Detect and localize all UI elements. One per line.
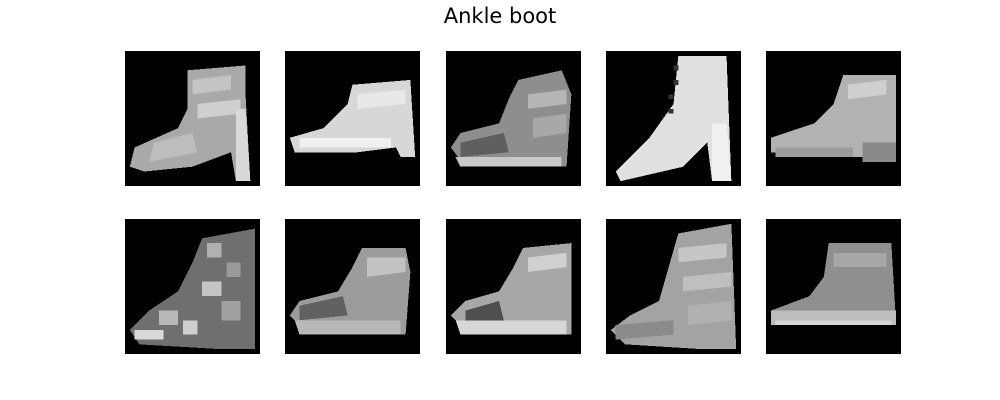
ankle-boot-image-4 <box>606 51 741 186</box>
ankle-boot-image-2 <box>285 51 420 186</box>
ankle-boot-image-9 <box>606 219 741 354</box>
figure-title: Ankle boot <box>443 4 557 28</box>
ankle-boot-image-6 <box>125 219 260 354</box>
ankle-boot-image-8 <box>446 219 581 354</box>
sample-image <box>125 51 260 186</box>
sample-image <box>606 219 741 354</box>
sample-image <box>766 51 901 186</box>
sample-image <box>446 51 581 186</box>
ankle-boot-image-5 <box>766 51 901 186</box>
sample-image <box>446 219 581 354</box>
sample-image <box>125 219 260 354</box>
sample-image <box>606 51 741 186</box>
ankle-boot-image-10 <box>766 219 901 354</box>
ankle-boot-image-3 <box>446 51 581 186</box>
sample-image <box>285 51 420 186</box>
sample-image <box>766 219 901 354</box>
ankle-boot-image-7 <box>285 219 420 354</box>
sample-image <box>285 219 420 354</box>
ankle-boot-image-1 <box>125 51 260 186</box>
